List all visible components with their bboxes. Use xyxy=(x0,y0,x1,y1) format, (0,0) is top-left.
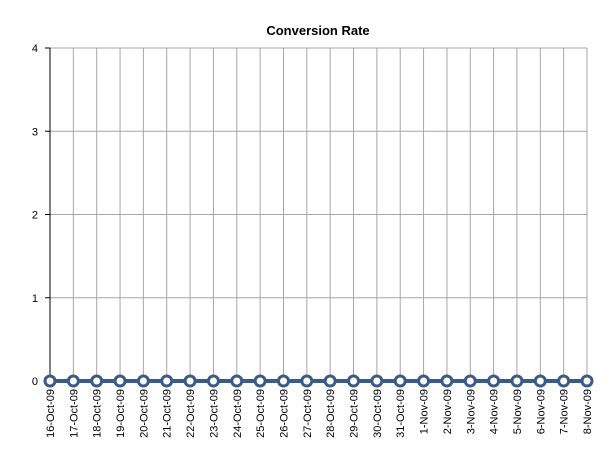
data-point xyxy=(557,374,571,388)
x-tick-label: 21-Oct-09 xyxy=(162,389,174,438)
data-point xyxy=(43,374,57,388)
x-tick-label: 1-Nov-09 xyxy=(419,389,431,434)
x-tick-label: 6-Nov-09 xyxy=(535,389,547,434)
data-point xyxy=(323,374,337,388)
data-point xyxy=(417,374,431,388)
x-tick-labels: 16-Oct-09 17-Oct-09 18-Oct-09 19-Oct-09 20-O… xyxy=(45,389,594,438)
x-tick-label: 18-Oct-09 xyxy=(92,389,104,438)
data-point xyxy=(253,374,267,388)
x-tick-label: 22-Oct-09 xyxy=(185,389,197,438)
data-point xyxy=(136,374,150,388)
data-point xyxy=(487,374,501,388)
data-point xyxy=(160,374,174,388)
x-tick-label: 5-Nov-09 xyxy=(512,389,524,434)
y-tick-label: 2 xyxy=(32,210,38,222)
x-tick-label: 29-Oct-09 xyxy=(349,389,361,438)
data-point xyxy=(230,374,244,388)
data-point xyxy=(463,374,477,388)
data-point xyxy=(183,374,197,388)
y-tick-label: 0 xyxy=(32,376,38,388)
data-point xyxy=(113,374,127,388)
x-tick-label: 23-Oct-09 xyxy=(208,389,220,438)
x-tick-label: 8-Nov-09 xyxy=(582,389,594,434)
data-point xyxy=(393,374,407,388)
gridlines xyxy=(50,47,588,381)
series xyxy=(43,374,594,388)
data-point xyxy=(66,374,80,388)
x-tick-label: 26-Oct-09 xyxy=(278,389,290,438)
data-point xyxy=(347,374,361,388)
chart-title: Conversion Rate xyxy=(266,23,369,38)
x-tick-label: 27-Oct-09 xyxy=(302,389,314,438)
data-point xyxy=(510,374,524,388)
x-tick-label: 20-Oct-09 xyxy=(138,389,150,438)
x-tick-label: 19-Oct-09 xyxy=(115,389,127,438)
x-tick-label: 3-Nov-09 xyxy=(465,389,477,434)
data-point xyxy=(370,374,384,388)
x-tick-label: 4-Nov-09 xyxy=(489,389,501,434)
data-point xyxy=(90,374,104,388)
y-tick-label: 4 xyxy=(32,43,38,55)
data-point xyxy=(206,374,220,388)
x-tick-label: 31-Oct-09 xyxy=(395,389,407,438)
x-tick-label: 7-Nov-09 xyxy=(559,389,571,434)
y-tick-label: 3 xyxy=(32,126,38,138)
x-tick-label: 2-Nov-09 xyxy=(442,389,454,434)
x-tick-label: 28-Oct-09 xyxy=(325,389,337,438)
data-point xyxy=(580,374,594,388)
y-tick-label: 1 xyxy=(32,293,38,305)
x-tick-label: 16-Oct-09 xyxy=(45,389,57,438)
x-tick-label: 30-Oct-09 xyxy=(372,389,384,438)
data-point xyxy=(440,374,454,388)
y-tick-labels: 0 1 2 3 4 xyxy=(32,43,38,388)
x-tick-label: 25-Oct-09 xyxy=(255,389,267,438)
data-point xyxy=(276,374,290,388)
data-point xyxy=(300,374,314,388)
x-tick-label: 17-Oct-09 xyxy=(68,389,80,438)
data-point xyxy=(533,374,547,388)
x-tick-label: 24-Oct-09 xyxy=(232,389,244,438)
